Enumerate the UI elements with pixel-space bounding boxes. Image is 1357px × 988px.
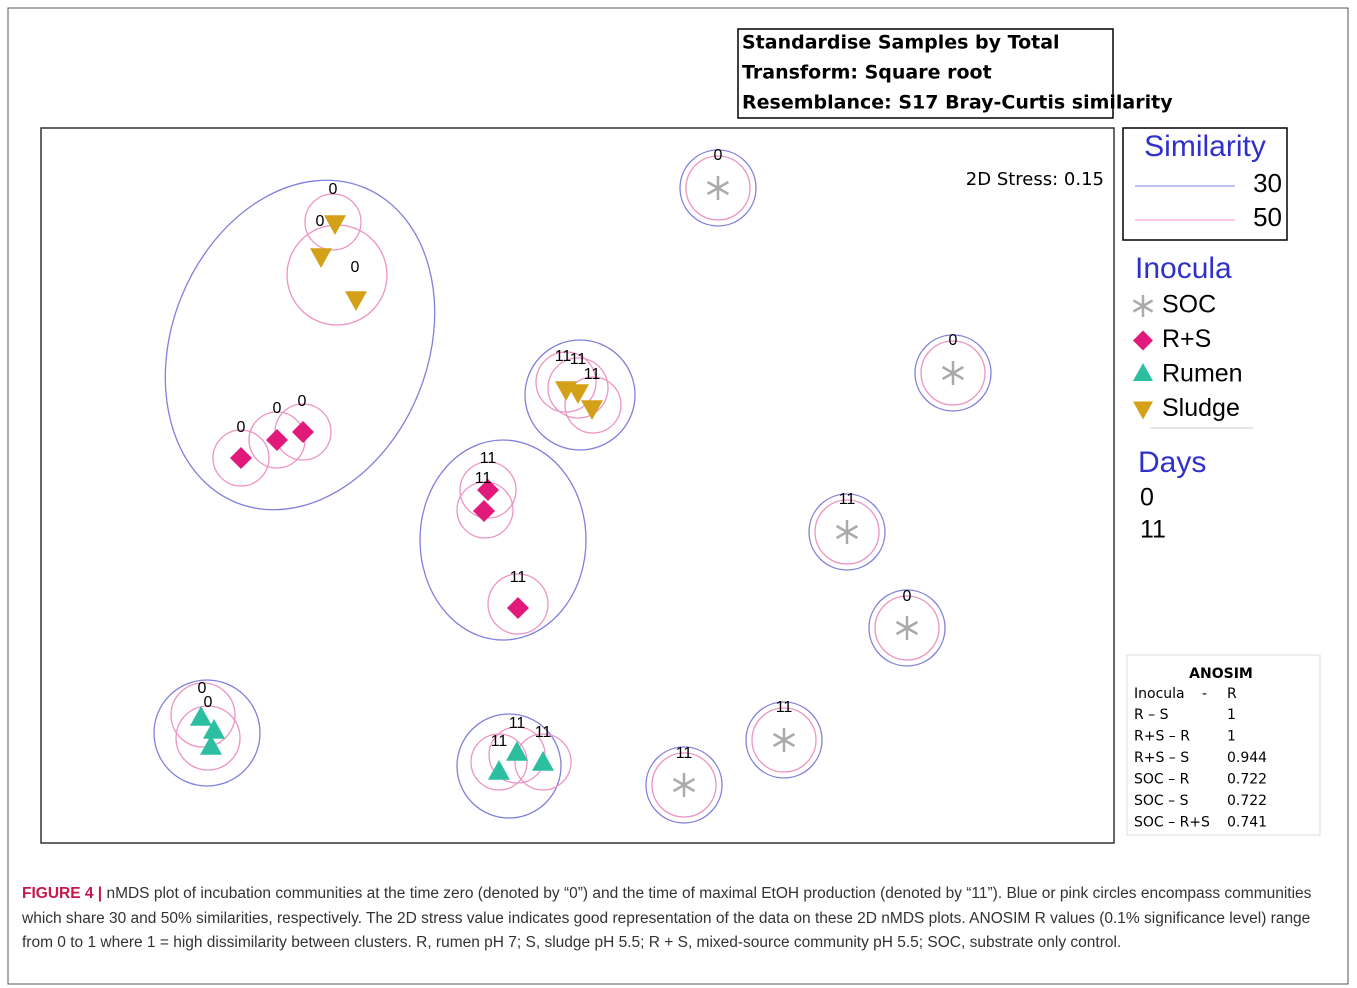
legend-item: Sludge: [1162, 394, 1240, 422]
anosim-pair: SOC – R: [1134, 772, 1190, 788]
legend-item: 30: [1253, 168, 1282, 198]
anosim-r: 1: [1227, 707, 1236, 723]
settings-box: [737, 28, 1114, 119]
marker-rumen: [200, 735, 222, 755]
marker-sludge: [310, 248, 332, 268]
settings-line: Standardise Samples by Total: [742, 32, 1060, 54]
point-label: 11: [475, 470, 492, 487]
point-label: 0: [298, 393, 307, 410]
point-label: 11: [509, 715, 526, 732]
point-label: 0: [714, 147, 723, 164]
marker-soc: [672, 777, 696, 793]
marker-rumen: [532, 751, 554, 771]
point-label: 11: [535, 724, 552, 741]
point-label: 0: [903, 588, 912, 605]
marker-soc: [706, 180, 730, 196]
caption: FIGURE 4 | nMDS plot of incubation commu…: [22, 882, 1332, 956]
anosim-header: Inocula: [1134, 686, 1185, 702]
legend-item: SOC: [1162, 291, 1216, 319]
marker-sludge: [581, 400, 603, 420]
point-label: 0: [949, 332, 958, 349]
point-label: 11: [491, 733, 508, 750]
marker-rumen: [506, 741, 528, 761]
marker-soc: [835, 524, 859, 540]
plot-frame: [40, 127, 1115, 844]
marker-soc: [1132, 299, 1154, 313]
marker-rs: [266, 429, 288, 451]
legend-item: R+S: [1162, 325, 1211, 353]
anosim-pair: R+S – S: [1134, 750, 1189, 766]
marker-rs: [477, 479, 499, 501]
marker-rumen: [190, 706, 212, 726]
marker-soc: [772, 732, 796, 748]
anosim-r: 0.741: [1227, 815, 1267, 831]
caption-text: nMDS plot of incubation communities at t…: [22, 885, 1312, 951]
caption-label: FIGURE 4 |: [22, 885, 103, 902]
anosim-box: [1126, 654, 1321, 836]
anosim-pair: R+S – R: [1134, 729, 1190, 745]
marker-rumen: [1133, 363, 1153, 381]
point-label: 0: [237, 419, 246, 436]
marker-sludge: [324, 215, 346, 235]
marker-rs: [292, 421, 314, 443]
legend-item: Rumen: [1162, 360, 1243, 388]
anosim-pair: SOC – R+S: [1134, 815, 1210, 831]
marker-rs: [473, 500, 495, 522]
figure-frame: [7, 7, 1349, 985]
anosim-r: 1: [1227, 729, 1236, 745]
point-label: 11: [584, 366, 601, 383]
marker-soc: [941, 365, 965, 381]
anosim-header: -: [1202, 686, 1207, 702]
point-label: 11: [676, 745, 693, 762]
marker-rs: [507, 597, 529, 619]
anosim-title: ANOSIM: [1189, 666, 1253, 682]
point-label: 11: [510, 569, 527, 586]
point-label: 11: [570, 351, 587, 368]
marker-rumen: [203, 719, 225, 739]
anosim-pair: SOC – S: [1134, 793, 1189, 809]
point-label: 0: [351, 259, 360, 276]
point-label: 11: [480, 450, 497, 467]
point-label: 11: [839, 491, 856, 508]
point-label: 0: [204, 694, 213, 711]
anosim-pair: R – S: [1134, 707, 1169, 723]
point-label: 0: [316, 213, 325, 230]
anosim-r: 0.944: [1227, 750, 1267, 766]
legend-item: 11: [1140, 516, 1166, 544]
similarity-circles: [153, 149, 992, 824]
marker-rs: [1133, 330, 1153, 351]
legend-item: 0: [1140, 484, 1154, 512]
marker-sludge: [567, 384, 589, 404]
marker-sludge: [1133, 401, 1153, 420]
anosim-r: 0.722: [1227, 793, 1267, 809]
similarity-legend-box: [1122, 127, 1288, 241]
legend-title: Days: [1138, 446, 1206, 479]
stress: 2D Stress: 0.15: [966, 169, 1104, 190]
marker-sludge: [345, 291, 367, 311]
marker-rs: [230, 447, 252, 469]
point-label: 11: [776, 699, 793, 716]
point-label: 0: [273, 400, 282, 417]
anosim-r: 0.722: [1227, 772, 1267, 788]
legend-item: 50: [1253, 202, 1282, 232]
marker-soc: [895, 620, 919, 636]
point-label: 0: [198, 680, 207, 697]
point-label: 11: [555, 348, 572, 365]
point-label: 0: [329, 181, 338, 198]
legend-title: Similarity: [1144, 130, 1266, 163]
legend-title: Inocula: [1135, 252, 1232, 285]
anosim-header: R: [1227, 686, 1237, 702]
marker-rumen: [488, 760, 510, 780]
settings-line: Resemblance: S17 Bray-Curtis similarity: [742, 92, 1173, 114]
settings-line: Transform: Square root: [742, 62, 992, 84]
